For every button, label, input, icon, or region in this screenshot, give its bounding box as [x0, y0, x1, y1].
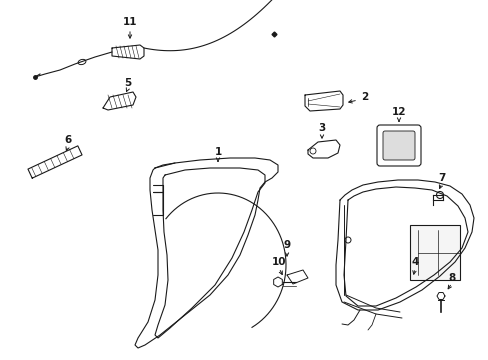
- Text: 2: 2: [361, 92, 368, 102]
- Circle shape: [436, 192, 443, 198]
- FancyBboxPatch shape: [376, 125, 420, 166]
- Text: 7: 7: [437, 173, 445, 183]
- FancyBboxPatch shape: [382, 131, 414, 160]
- Text: 9: 9: [283, 240, 290, 250]
- Text: 8: 8: [447, 273, 455, 283]
- Text: 4: 4: [410, 257, 418, 267]
- Text: 3: 3: [318, 123, 325, 133]
- Circle shape: [345, 237, 350, 243]
- Text: 11: 11: [122, 17, 137, 27]
- Text: 5: 5: [124, 78, 131, 88]
- Ellipse shape: [78, 59, 86, 65]
- Text: 10: 10: [271, 257, 285, 267]
- Circle shape: [309, 148, 315, 154]
- Text: 12: 12: [391, 107, 406, 117]
- Text: 6: 6: [64, 135, 71, 145]
- Text: 1: 1: [214, 147, 221, 157]
- FancyBboxPatch shape: [409, 225, 459, 280]
